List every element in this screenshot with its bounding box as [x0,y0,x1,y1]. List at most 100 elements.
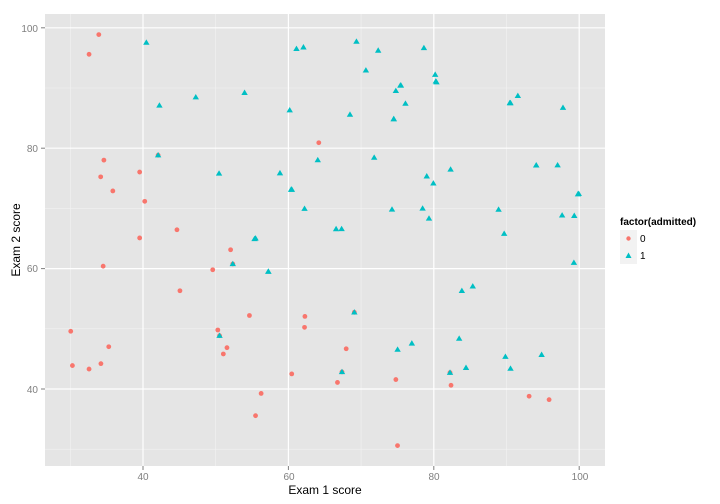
data-point-circle [70,363,75,368]
data-point-triangle [276,169,284,176]
data-point-triangle [192,93,199,100]
data-point-triangle [431,71,439,77]
data-point-circle [137,235,143,241]
data-point-triangle [571,212,578,218]
data-point-circle [142,198,148,204]
x-axis-title: Exam 1 score [288,483,362,497]
data-point-triangle [507,365,514,371]
data-point-circle [393,377,399,382]
data-point-triangle [241,89,248,95]
circle-icon [626,236,631,241]
data-point-circle [302,324,307,330]
y-tick-60: 60 [27,264,39,275]
data-point-circle [98,174,104,180]
x-tick-80: 80 [428,472,440,483]
data-point-circle [302,313,308,319]
data-point-triangle [447,166,454,172]
data-point-circle [86,51,92,57]
data-point-circle [86,366,92,372]
data-point-circle [316,140,322,146]
data-point-triangle [500,230,508,236]
data-point-triangle [156,102,163,108]
x-tick-40: 40 [137,472,149,483]
data-point-circle [106,344,112,350]
data-point-triangle [251,235,258,242]
data-point-circle [68,328,74,334]
data-point-triangle [514,92,522,99]
data-point-triangle [215,170,223,176]
legend: factor(admitted) 0 1 [620,217,696,264]
data-point-triangle [455,335,463,341]
data-point-triangle [419,205,426,211]
data-point-circle [100,263,106,269]
data-point-triangle [300,44,307,50]
data-point-circle [546,397,552,403]
data-point-triangle [154,151,162,158]
data-point-triangle [425,215,433,221]
data-point-triangle [265,268,272,274]
data-point-triangle [559,104,567,110]
data-point-circle [174,227,180,233]
data-point-circle [253,413,258,419]
data-point-triangle [293,45,300,52]
data-point-triangle [462,364,470,370]
data-point-triangle [392,87,400,94]
data-point-circle [224,345,230,351]
data-point-triangle [286,107,293,113]
data-point-triangle [388,206,396,212]
data-point-triangle [570,259,578,265]
data-point-circle [343,346,349,352]
data-point-triangle [538,351,545,357]
data-point-triangle [229,260,236,267]
x-tick-60: 60 [283,472,295,483]
data-point-triangle [351,309,358,315]
data-point-triangle [506,99,513,106]
data-point-triangle [554,162,561,168]
data-point-circle [448,382,454,388]
data-point-triangle [423,173,430,179]
data-point-triangle [332,225,340,232]
data-point-circle [110,188,116,194]
x-axis-ticks [142,466,580,470]
data-point-circle [98,361,104,367]
data-point-triangle [374,47,382,53]
data-point-triangle [216,332,223,338]
data-point-circle [137,169,143,175]
data-point-triangle [402,100,409,106]
data-point-triangle [370,154,378,160]
data-point-triangle [301,205,308,211]
data-point-triangle [397,82,405,88]
data-point-circle [526,393,532,399]
data-point-circle [228,247,234,253]
y-axis-ticks [41,27,45,390]
data-point-triangle [390,115,397,122]
data-point-triangle [314,156,321,163]
data-point-triangle [446,369,454,375]
legend-label-0: 0 [640,234,646,245]
data-points [68,32,582,448]
data-point-triangle [362,67,370,73]
data-point-circle [215,327,221,333]
data-point-triangle [288,186,295,192]
x-tick-100: 100 [572,472,589,483]
data-point-triangle [353,38,360,44]
data-point-triangle [430,180,437,186]
data-point-triangle [558,212,566,218]
data-point-triangle [495,206,502,212]
data-point-circle [289,371,295,377]
data-point-triangle [420,44,428,51]
data-point-circle [335,380,340,385]
legend-title: factor(admitted) [620,217,696,228]
plot-panel [45,14,605,466]
y-tick-100: 100 [21,24,38,35]
data-point-triangle [433,79,440,85]
minor-gridlines [45,14,605,466]
data-point-triangle [458,287,466,294]
data-point-circle [101,157,107,163]
legend-label-1: 1 [640,251,646,262]
triangle-icon [625,252,632,258]
data-point-triangle [574,190,582,197]
data-point-triangle [408,340,416,346]
data-point-triangle [502,353,509,359]
